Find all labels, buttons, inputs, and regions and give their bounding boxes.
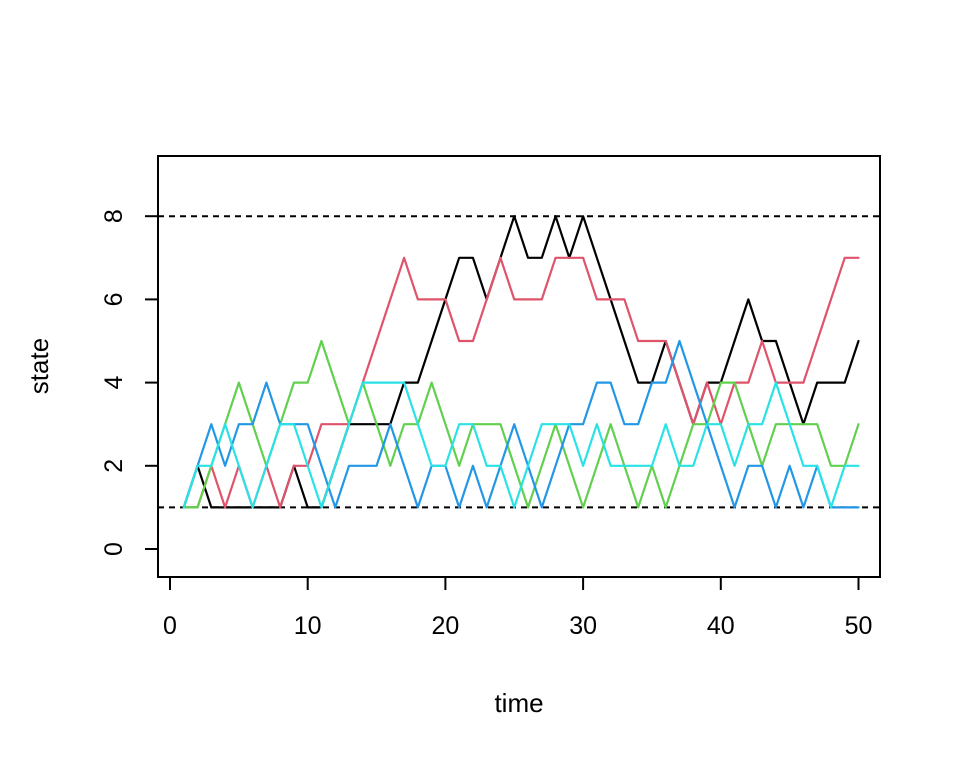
x-tick-label-30: 30 <box>569 612 597 640</box>
y-tick-label-6: 6 <box>100 292 128 306</box>
y-axis-ticks: 0 2 4 6 8 <box>100 209 158 556</box>
plot-border <box>157 155 881 578</box>
series-lines <box>182 215 860 509</box>
x-tick-label-50: 50 <box>845 612 873 640</box>
series-line-chain-2-red <box>182 256 860 509</box>
y-tick-label-0: 0 <box>100 542 128 556</box>
y-axis-title: state <box>24 338 54 394</box>
y-tick-label-4: 4 <box>100 376 128 390</box>
x-tick-label-0: 0 <box>163 612 177 640</box>
x-tick-label-20: 20 <box>431 612 459 640</box>
series-line-chain-4-blue <box>182 339 860 509</box>
series-line-chain-5-cyan <box>182 381 860 509</box>
y-tick-label-8: 8 <box>100 209 128 223</box>
x-axis-ticks: 0 10 20 30 40 50 <box>163 577 872 640</box>
x-tick-label-10: 10 <box>294 612 322 640</box>
x-tick-label-40: 40 <box>707 612 735 640</box>
y-tick-label-2: 2 <box>100 459 128 473</box>
series-line-chain-1-black <box>182 215 860 509</box>
x-axis-title: time <box>494 688 543 718</box>
